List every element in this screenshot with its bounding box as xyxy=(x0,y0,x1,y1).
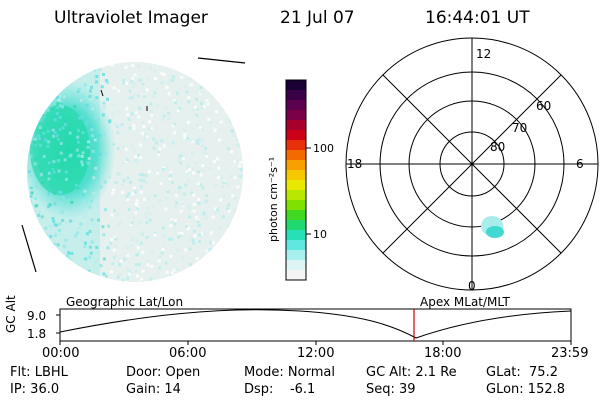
colorbar-cell xyxy=(286,180,306,191)
timeline-y-axis-title: GC Alt xyxy=(4,295,18,333)
timeline-left-title: Geographic Lat/Lon xyxy=(66,295,184,309)
polar-mlt-plot xyxy=(345,37,599,291)
date-label: 21 Jul 07 xyxy=(280,8,355,28)
info-seq: Seq: 39 xyxy=(366,382,416,397)
info-ip: IP: 36.0 xyxy=(10,382,60,397)
timeline-x-tick-0600: 06:00 xyxy=(169,346,207,361)
info-filter: Flt: LBHL xyxy=(10,365,68,380)
timeline-right-title: Apex MLat/MLT xyxy=(420,295,510,309)
lat-label-60: 60 xyxy=(536,99,551,113)
colorbar-cell xyxy=(286,140,306,151)
colorbar-cell xyxy=(286,170,306,181)
colorbar-cell xyxy=(286,250,306,261)
colorbar-cell xyxy=(286,210,306,221)
polar-auroral-patch xyxy=(481,216,504,238)
timeline-x-tick-1800: 18:00 xyxy=(424,346,462,361)
colorbar-cell xyxy=(286,110,306,121)
timeline-x-tick-2359: 23:59 xyxy=(551,346,589,361)
colorbar-cell xyxy=(286,190,306,201)
colorbar-cell xyxy=(286,200,306,211)
mlt-label-6: 6 xyxy=(576,157,584,171)
colorbar-cell xyxy=(286,240,306,251)
colorbar-unit-label: photon cm⁻²s⁻¹ xyxy=(267,157,280,242)
time-label: 16:44:01 UT xyxy=(425,8,530,28)
lat-label-70: 70 xyxy=(512,121,527,135)
colorbar-cell xyxy=(286,220,306,231)
orbit-timeline xyxy=(56,308,572,345)
colorbar-tick-100: 100 xyxy=(313,142,334,155)
info-dsp: Dsp: -6.1 xyxy=(244,382,316,397)
colorbar-cell xyxy=(286,100,306,111)
colorbar-cell xyxy=(286,270,306,281)
info-gain: Gain: 14 xyxy=(126,382,181,397)
colorbar-tick-10: 10 xyxy=(313,228,327,241)
info-glon: GLon: 152.8 xyxy=(486,382,566,397)
mlt-label-12: 12 xyxy=(476,47,491,61)
instrument-title: Ultraviolet Imager xyxy=(54,8,208,28)
info-glat: GLat: 75.2 xyxy=(486,365,558,380)
colorbar-cell xyxy=(286,80,306,91)
timeline-x-tick-0000: 00:00 xyxy=(42,346,80,361)
imager-disk xyxy=(21,57,246,282)
colorbar-cell xyxy=(286,230,306,241)
color-scale-bar: 100 10 photon cm⁻²s⁻¹ xyxy=(267,79,334,281)
timeline-x-tick-1200: 12:00 xyxy=(297,346,335,361)
colorbar-cell xyxy=(286,90,306,101)
colorbar-cell xyxy=(286,160,306,171)
lat-label-80: 80 xyxy=(490,140,505,154)
mlt-label-0: 0 xyxy=(468,279,476,293)
colorbar-cell xyxy=(286,260,306,271)
info-door: Door: Open xyxy=(126,365,201,380)
colorbar-cell xyxy=(286,150,306,161)
timeline-y-tick-9: 9.0 xyxy=(27,309,47,323)
info-mode: Mode: Normal xyxy=(244,365,335,380)
timeline-y-tick-1.8: 1.8 xyxy=(27,327,47,341)
mlt-label-18: 18 xyxy=(347,157,362,171)
colorbar-cell xyxy=(286,120,306,131)
colorbar-cell xyxy=(286,130,306,141)
info-gc-alt: GC Alt: 2.1 Re xyxy=(366,365,457,380)
